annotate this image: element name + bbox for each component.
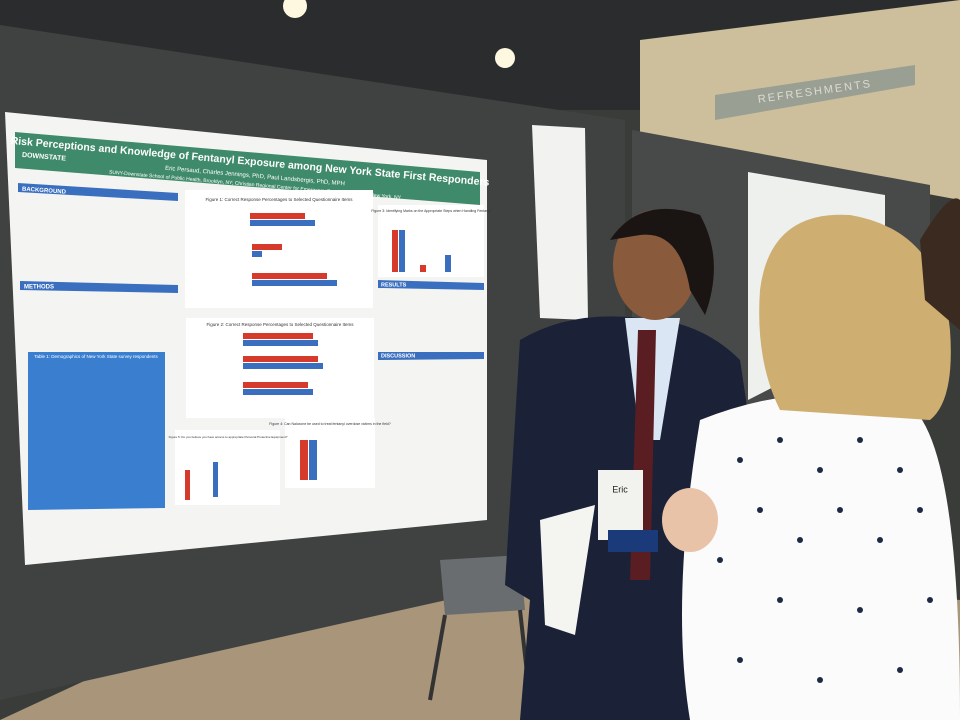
section-header: BACKGROUND xyxy=(22,187,67,196)
figure-panel xyxy=(285,418,375,488)
light xyxy=(495,48,515,68)
sign-board xyxy=(715,65,915,120)
section-bar xyxy=(378,280,484,290)
poster-logo: DOWNSTATE xyxy=(22,152,67,163)
section-header: RESULTS xyxy=(381,282,407,288)
poster-banner xyxy=(15,132,480,205)
table xyxy=(28,352,165,510)
section-bar xyxy=(378,352,484,360)
section-bar xyxy=(18,183,178,201)
section-header: DISCUSSION xyxy=(381,353,415,359)
figure-title: Figure 1: Correct Response Percentages t… xyxy=(205,197,353,202)
section-header: METHODS xyxy=(24,285,54,291)
presenter: Eric xyxy=(505,208,770,720)
handout xyxy=(532,125,588,320)
table-title: Table 1: Demographics of New York State … xyxy=(34,354,158,359)
chair xyxy=(440,555,525,615)
section-bar xyxy=(20,281,178,293)
light xyxy=(283,0,307,18)
figure-panel xyxy=(175,430,280,505)
listener xyxy=(662,198,960,720)
poster-bars xyxy=(185,213,451,500)
figure-title: Figure 2: Correct Response Percentages t… xyxy=(206,322,354,327)
figure-title: Figure 5: Do you believe you have access… xyxy=(169,435,288,439)
badge-name: Eric xyxy=(612,484,628,494)
figure-title: Figure 3: Identifying Marks on the Appro… xyxy=(371,209,490,213)
figure-title: Figure 4: Can Naloxone be used to treat … xyxy=(269,422,390,426)
